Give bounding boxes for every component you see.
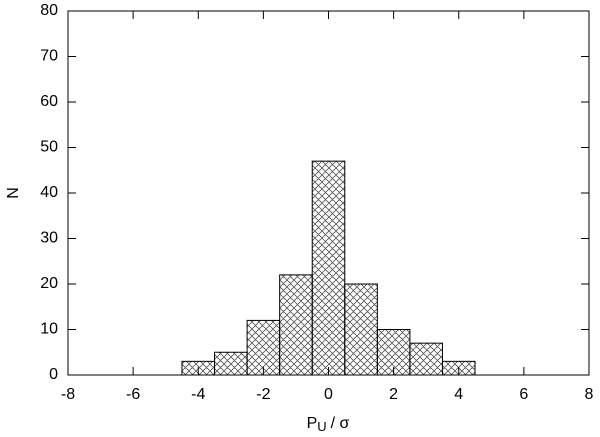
y-tick-label: 40 bbox=[40, 184, 58, 201]
y-tick-label: 20 bbox=[40, 275, 58, 292]
x-tick-label: -8 bbox=[61, 386, 75, 403]
plot-frame bbox=[67, 10, 590, 376]
x-tick-label: 6 bbox=[519, 386, 528, 403]
x-tick-label: 8 bbox=[585, 386, 594, 403]
y-tick-label: 70 bbox=[40, 48, 58, 65]
y-axis-label: N bbox=[5, 187, 22, 199]
bar bbox=[311, 160, 346, 376]
x-tick-label: 0 bbox=[324, 386, 333, 403]
y-tick-label: 80 bbox=[40, 2, 58, 19]
y-tick-label: 50 bbox=[40, 139, 58, 156]
bar bbox=[246, 319, 281, 376]
x-tick-label: -6 bbox=[126, 386, 140, 403]
bar bbox=[279, 274, 313, 376]
y-tick-label: 10 bbox=[40, 321, 58, 338]
x-tick-label: -4 bbox=[191, 386, 205, 403]
x-axis-label: PU / σ bbox=[307, 415, 350, 434]
x-tick-label: 4 bbox=[454, 386, 463, 403]
bar bbox=[344, 283, 378, 376]
x-tick-label: 2 bbox=[389, 386, 398, 403]
y-tick-label: 30 bbox=[40, 230, 58, 247]
bar bbox=[214, 351, 248, 376]
y-tick-label: 0 bbox=[49, 366, 58, 383]
bar bbox=[409, 342, 443, 376]
y-tick-label: 60 bbox=[40, 93, 58, 110]
x-tick-label: -2 bbox=[256, 386, 270, 403]
